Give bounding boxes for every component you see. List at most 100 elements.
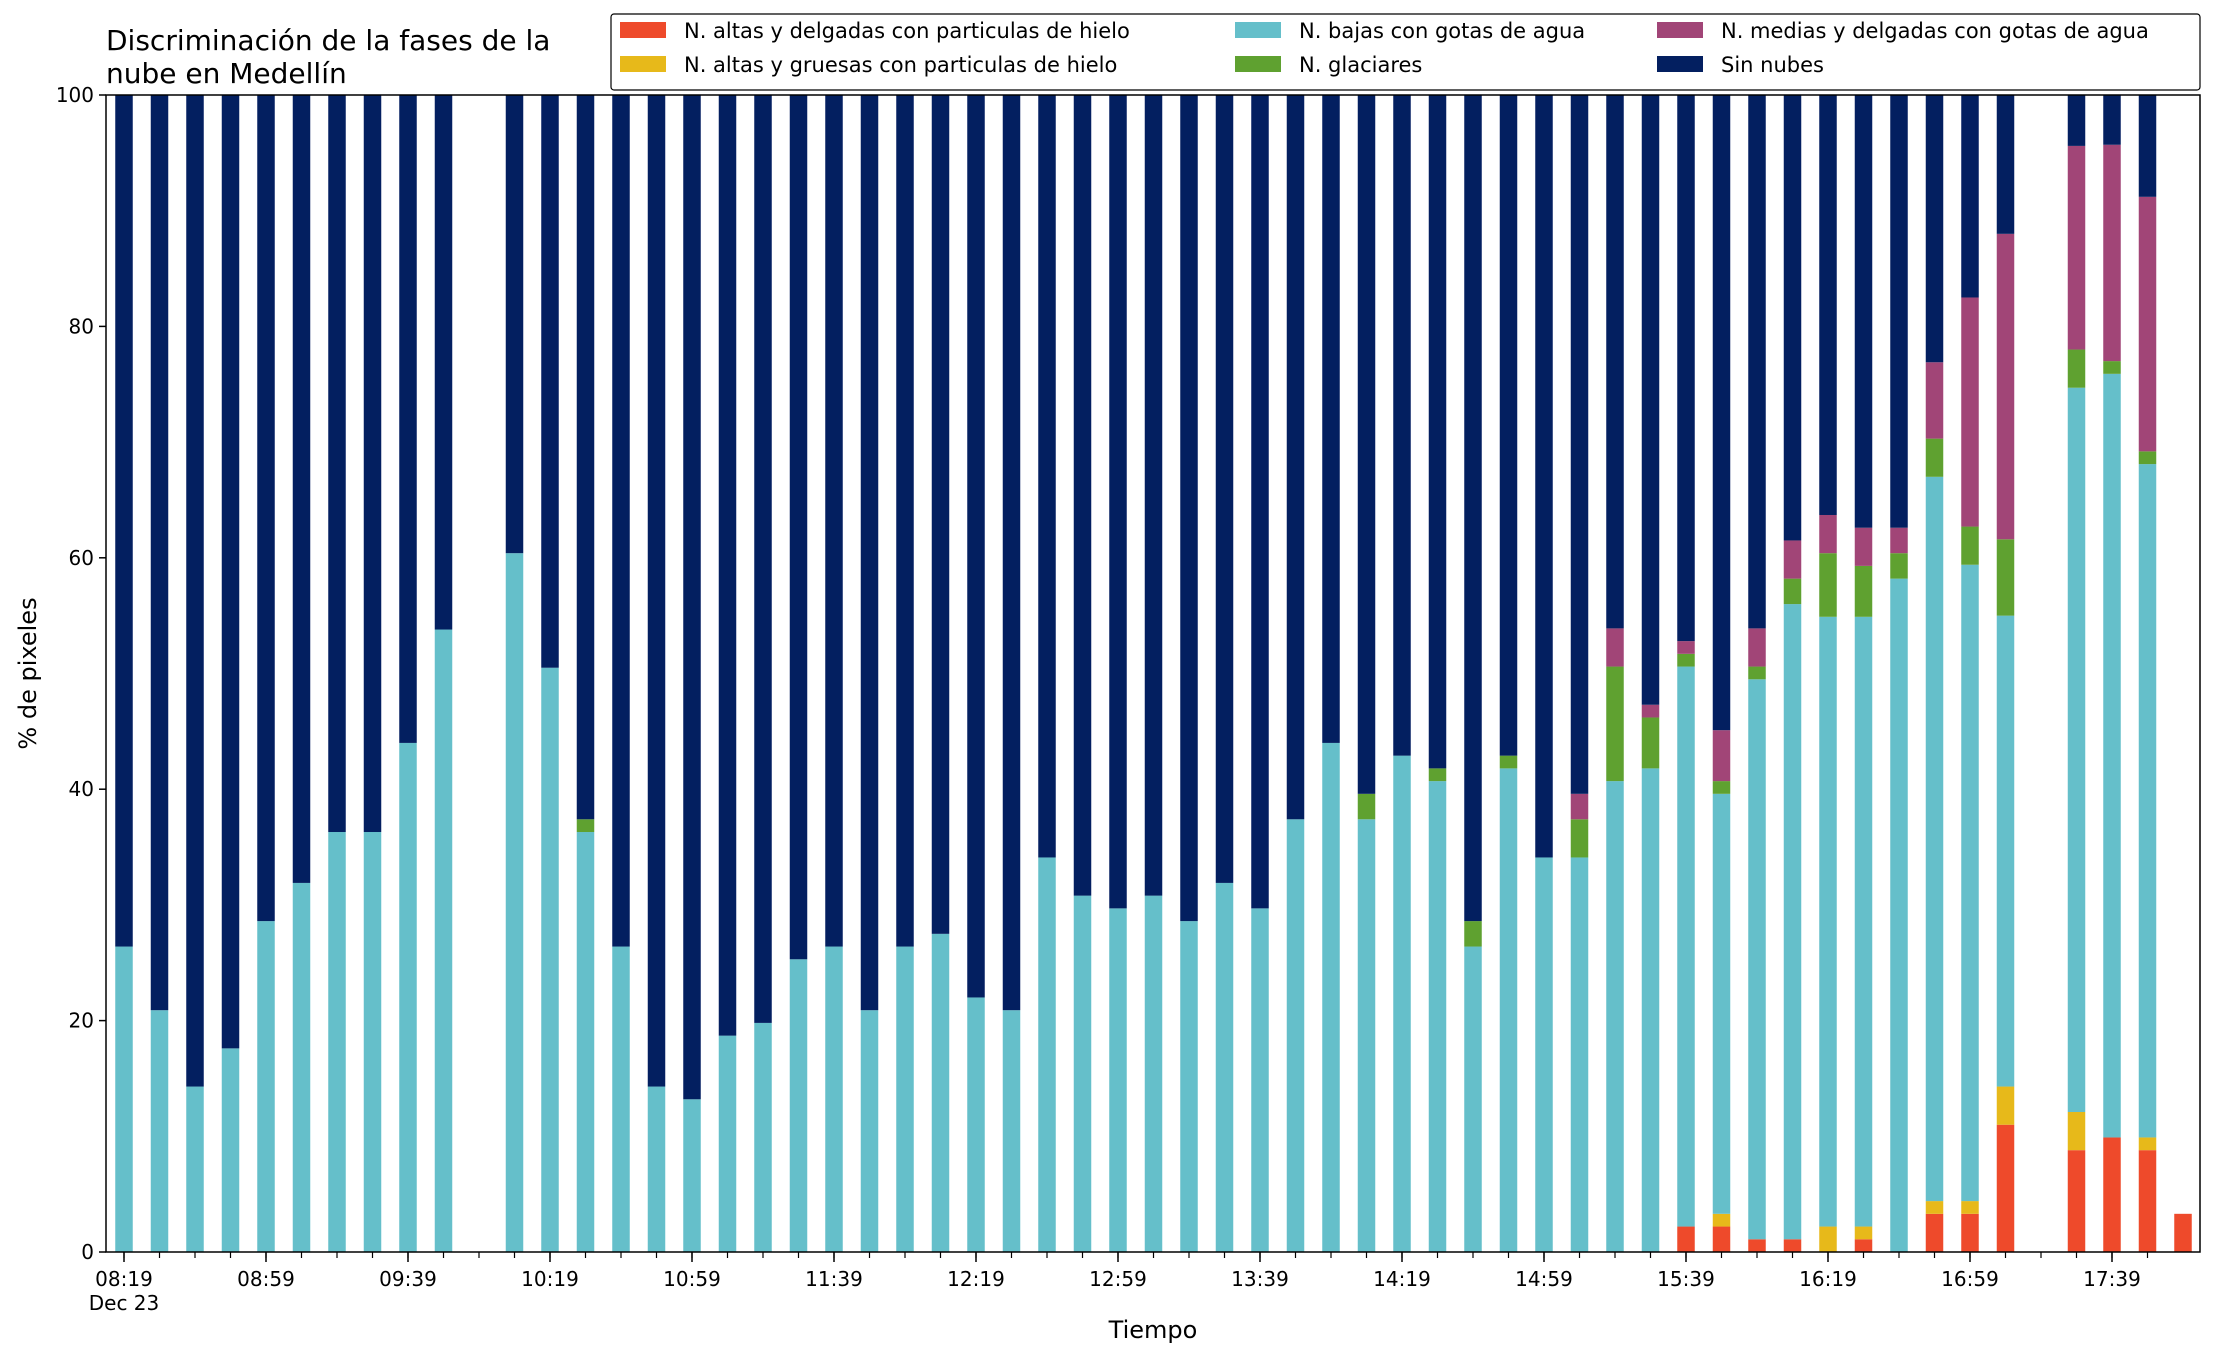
bar-segment-22-5 [931, 95, 950, 934]
bar-segment-53-3 [2067, 349, 2086, 388]
y-tick-label: 20 [69, 1009, 94, 1033]
bar-segment-7-5 [363, 95, 382, 833]
bar-segment-47-2 [1819, 616, 1837, 1227]
bar-segment-39-2 [1535, 857, 1553, 1252]
x-tick-sublabel: Dec 23 [89, 1291, 160, 1315]
legend-label-1: N. altas y gruesas con particulas de hie… [684, 53, 1117, 77]
bar-segment-11-2 [541, 667, 559, 1252]
bar-segment-27-2 [1109, 908, 1127, 1252]
bar-segment-37-2 [1464, 946, 1482, 1252]
bar-segment-49-3 [1890, 553, 1908, 579]
y-tick-label: 100 [56, 83, 94, 107]
bar-segment-37-3 [1464, 921, 1482, 947]
bar-segment-54-2 [2103, 373, 2121, 1138]
bar-segment-48-4 [1854, 527, 1873, 566]
y-tick-label: 60 [69, 546, 94, 570]
bar-segment-26-2 [1073, 895, 1092, 1252]
chart-title-line-2: nube en Medellín [106, 57, 347, 90]
bar-segment-29-5 [1180, 95, 1198, 922]
bar-segment-15-5 [683, 95, 701, 1100]
bar-segment-7-2 [363, 832, 382, 1252]
bar-segment-34-3 [1357, 793, 1376, 820]
bar-segment-40-2 [1570, 857, 1589, 1252]
legend-label-0: N. altas y delgadas con particulas de hi… [684, 19, 1130, 43]
bar-segment-42-4 [1641, 704, 1660, 718]
bar-segment-52-3 [1996, 539, 2015, 616]
bar-segment-51-0 [1961, 1213, 1979, 1252]
legend-label-5: Sin nubes [1721, 53, 1824, 77]
bar-segment-36-2 [1428, 781, 1447, 1252]
bar-segment-50-5 [1925, 95, 1944, 363]
bar-segment-49-4 [1890, 527, 1908, 554]
x-tick-label: 10:59 [663, 1267, 721, 1291]
bar-segment-43-2 [1677, 666, 1695, 1227]
bar-segment-45-3 [1748, 666, 1766, 680]
bar-segment-55-4 [2138, 196, 2157, 452]
bar-segment-2-5 [186, 95, 204, 1087]
bar-segment-6-5 [328, 95, 346, 833]
bar-segment-48-0 [1854, 1239, 1873, 1252]
bar-segment-10-2 [505, 553, 524, 1252]
bar-segment-12-3 [576, 819, 595, 833]
bar-segment-51-2 [1961, 564, 1979, 1202]
bar-segment-54-3 [2103, 361, 2121, 374]
bar-segment-26-5 [1073, 95, 1092, 896]
legend-label-2: N. bajas con gotas de agua [1299, 19, 1585, 43]
bar-segment-29-2 [1180, 921, 1198, 1252]
x-tick-label: 08:59 [237, 1267, 295, 1291]
bar-segment-3-2 [221, 1048, 240, 1252]
bar-segment-38-5 [1499, 95, 1518, 756]
bar-segment-6-2 [328, 832, 346, 1252]
bar-segment-48-5 [1854, 95, 1873, 528]
bar-segment-44-2 [1712, 793, 1731, 1214]
bar-segment-53-5 [2067, 95, 2086, 146]
bar-segment-1-2 [150, 1010, 169, 1252]
bar-segment-34-2 [1357, 819, 1376, 1252]
bar-segment-5-5 [292, 95, 311, 883]
bar-segment-49-5 [1890, 95, 1908, 528]
legend-box [610, 13, 2201, 91]
bar-segment-45-2 [1748, 679, 1766, 1240]
bar-segment-48-3 [1854, 565, 1873, 617]
bar-segment-9-2 [434, 629, 453, 1252]
bar-segment-14-2 [647, 1086, 666, 1252]
bar-segment-18-5 [789, 95, 808, 960]
bar-segment-18-2 [789, 959, 808, 1252]
bar-segment-25-5 [1038, 95, 1056, 858]
bar-segment-13-2 [612, 946, 630, 1252]
x-tick-label: 16:19 [1799, 1267, 1857, 1291]
x-tick-label: 13:39 [1231, 1267, 1289, 1291]
legend-swatch-4 [1657, 22, 1703, 38]
x-tick-label: 10:19 [521, 1267, 579, 1291]
bar-segment-5-2 [292, 882, 311, 1252]
bar-segment-54-0 [2103, 1137, 2121, 1252]
y-axis: 0 20 40 60 80 100 [56, 83, 106, 1264]
bar-segment-31-2 [1251, 908, 1269, 1252]
bar-segment-11-5 [541, 95, 559, 668]
x-tick-label: 14:19 [1373, 1267, 1431, 1291]
bar-segment-55-0 [2138, 1150, 2157, 1252]
bar-segment-10-5 [505, 95, 524, 554]
bar-segment-12-2 [576, 832, 595, 1252]
bar-segment-23-2 [967, 997, 985, 1252]
bar-segment-31-5 [1251, 95, 1269, 909]
bar-segment-54-4 [2103, 144, 2121, 362]
bar-segment-44-3 [1712, 781, 1731, 794]
bar-segment-14-5 [647, 95, 666, 1087]
bar-segment-50-2 [1925, 476, 1944, 1202]
bar-segment-19-5 [825, 95, 843, 947]
bar-segment-52-0 [1996, 1124, 2015, 1252]
x-axis-label: Tiempo [1108, 1316, 1198, 1344]
bar-segment-39-5 [1535, 95, 1553, 858]
bar-segment-50-4 [1925, 362, 1944, 439]
bar-segment-46-3 [1783, 578, 1802, 605]
bar-segment-44-5 [1712, 95, 1731, 731]
x-tick-label: 17:39 [2083, 1267, 2141, 1291]
y-tick-label: 0 [81, 1240, 94, 1264]
x-tick-label: 15:39 [1657, 1267, 1715, 1291]
bar-segment-27-5 [1109, 95, 1127, 909]
bar-segment-28-2 [1144, 895, 1163, 1252]
bar-segment-47-3 [1819, 553, 1837, 617]
bar-segment-13-5 [612, 95, 630, 947]
